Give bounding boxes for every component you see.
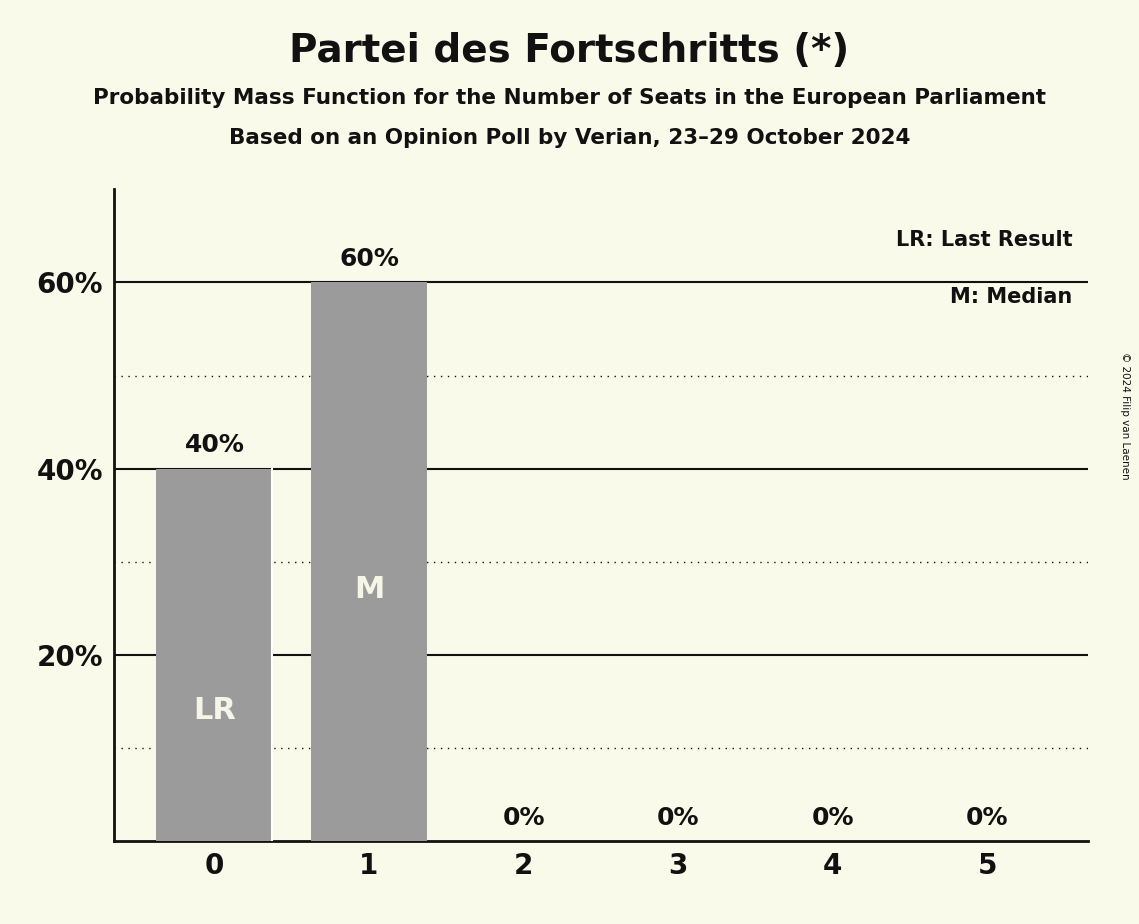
Text: M: M (354, 575, 384, 604)
Text: 0%: 0% (966, 806, 1008, 830)
Text: LR: Last Result: LR: Last Result (895, 230, 1072, 249)
Text: M: Median: M: Median (950, 287, 1072, 307)
Text: 60%: 60% (339, 248, 399, 272)
Text: 40%: 40% (185, 433, 244, 457)
Text: 0%: 0% (502, 806, 544, 830)
Text: © 2024 Filip van Laenen: © 2024 Filip van Laenen (1121, 352, 1130, 480)
Bar (311, 283, 427, 841)
Text: Based on an Opinion Poll by Verian, 23–29 October 2024: Based on an Opinion Poll by Verian, 23–2… (229, 128, 910, 148)
Text: 0%: 0% (811, 806, 854, 830)
Text: Probability Mass Function for the Number of Seats in the European Parliament: Probability Mass Function for the Number… (93, 88, 1046, 108)
Bar (156, 468, 272, 841)
Text: Partei des Fortschritts (*): Partei des Fortschritts (*) (289, 32, 850, 70)
Text: LR: LR (192, 696, 236, 725)
Text: 0%: 0% (657, 806, 699, 830)
